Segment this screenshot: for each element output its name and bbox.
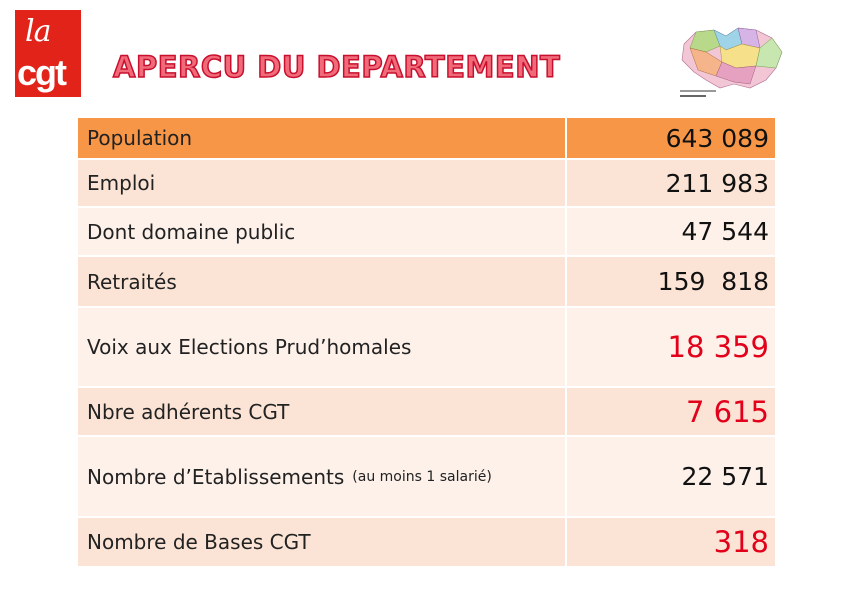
- label-text: Dont domaine public: [87, 219, 296, 244]
- row-label: Nombre de Bases CGT: [78, 518, 567, 566]
- map-caption-line: [680, 95, 706, 97]
- row-value: 318: [713, 525, 769, 559]
- row-label: Nombre d’Etablissements (au moins 1 salar…: [78, 437, 567, 516]
- label-text: Nombre de Bases CGT: [87, 530, 311, 554]
- department-map: [680, 27, 783, 97]
- logo-text: cgt: [17, 52, 67, 93]
- label-note: (au moins 1 salarié): [352, 468, 492, 485]
- table-row: Dont domaine public 47 544: [78, 208, 775, 257]
- row-value: 7 615: [685, 394, 769, 429]
- row-label: Dont domaine public: [78, 208, 567, 255]
- table-row: Nombre d’Etablissements (au moins 1 salar…: [78, 437, 775, 518]
- row-value: 643 089: [665, 123, 769, 153]
- table-row: Nbre adhérents CGT 7 615: [78, 388, 775, 437]
- row-label: Population: [78, 118, 567, 158]
- map-region: [715, 61, 757, 85]
- table-row: Emploi 211 983: [78, 160, 775, 208]
- table-row: Population 643 089: [78, 118, 775, 160]
- map-region: [689, 29, 721, 53]
- row-label: Emploi: [78, 160, 567, 206]
- title: APERCU DU DEPARTEMENT: [112, 49, 561, 85]
- table-row: Nombre de Bases CGT 318: [78, 518, 775, 568]
- label-text: Emploi: [87, 171, 156, 195]
- row-label: Nbre adhérents CGT: [78, 388, 567, 435]
- label-text: Nombre d’Etablissements: [87, 464, 345, 489]
- row-label: Retraités: [78, 257, 567, 306]
- table-row: Retraités 159 818: [78, 257, 775, 308]
- logo-text: la: [25, 14, 52, 49]
- label-text: Voix aux Elections Prud’homales: [87, 335, 412, 359]
- row-value: 22 571: [681, 462, 769, 491]
- row-value: 211 983: [665, 168, 769, 198]
- label-text: Retraités: [87, 269, 177, 294]
- table-row: Voix aux Elections Prud’homales 18 359: [78, 308, 775, 388]
- summary-table: Population 643 089 Emploi 211 983 Dont domai…: [78, 118, 775, 568]
- row-value: 18 359: [667, 330, 769, 364]
- logo: la cgt: [15, 10, 81, 97]
- row-value: 159 818: [657, 267, 769, 296]
- row-value: 47 544: [681, 217, 769, 246]
- map-caption-line: [680, 90, 716, 92]
- label-text: Population: [87, 126, 193, 150]
- label-text: Nbre adhérents CGT: [87, 399, 290, 424]
- row-label: Voix aux Elections Prud’homales: [78, 308, 567, 386]
- map-region: [755, 37, 783, 69]
